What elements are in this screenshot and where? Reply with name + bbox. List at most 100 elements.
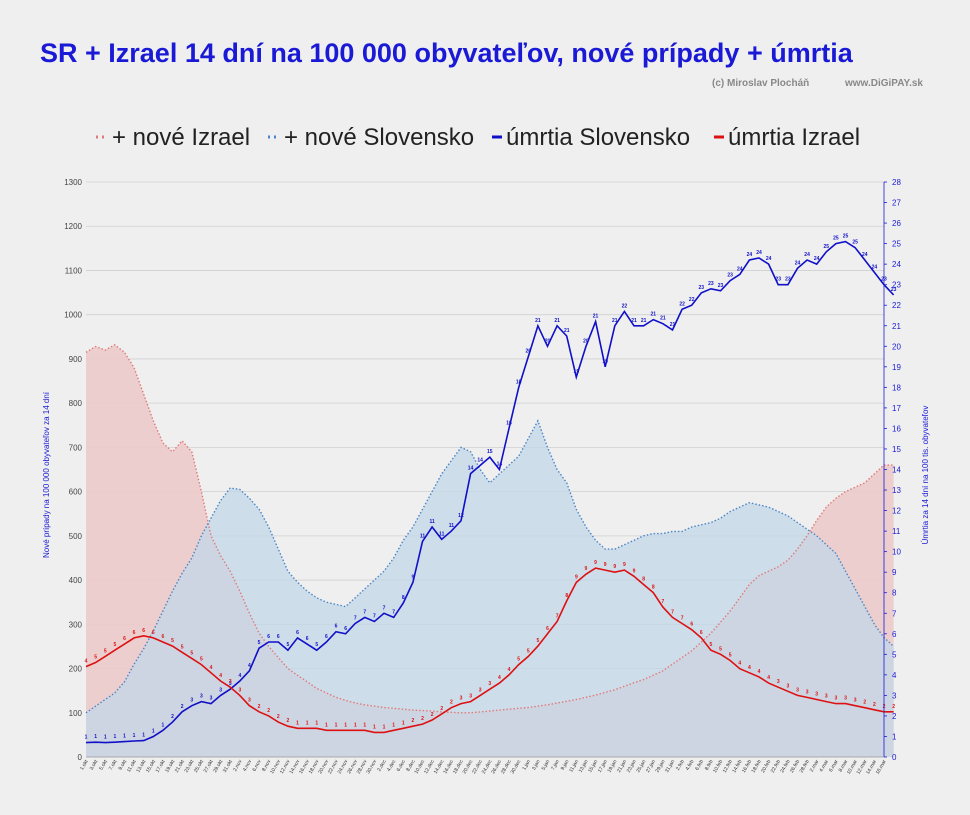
slovakia-deaths-point-label: 4 — [238, 673, 241, 679]
slovakia-deaths-point-label: 12 — [458, 513, 464, 519]
y-tick-label-right: 22 — [892, 301, 901, 310]
legend: + nové Izrael + nové Slovensko úmrtia Slov… — [96, 124, 860, 151]
slovakia-deaths-point-label: 23 — [785, 277, 791, 283]
israel-deaths-point-label: 5 — [719, 646, 722, 652]
slovakia-deaths-point-label: 11 — [420, 533, 426, 539]
y-tick-label-left: 0 — [78, 753, 83, 762]
slovakia-deaths-point-label: 14 — [497, 462, 503, 468]
slovakia-cases-area — [86, 420, 894, 757]
x-tick-label: 7.okt — [108, 758, 119, 771]
legend-label: + nové Izrael — [112, 124, 250, 151]
israel-deaths-point-label: 5 — [104, 648, 107, 654]
slovakia-deaths-point-label: 20 — [525, 349, 531, 355]
slovakia-deaths-point-label: 21 — [593, 314, 599, 320]
israel-deaths-point-label: 7 — [671, 609, 674, 615]
slovakia-deaths-point-label: 7 — [383, 605, 386, 611]
y-tick-label-right: 16 — [892, 424, 901, 433]
y-tick-label-right: 0 — [892, 753, 897, 762]
slovakia-deaths-point-label: 6 — [335, 624, 338, 630]
y-tick-label-right: 10 — [892, 548, 901, 557]
israel-deaths-point-label: 8 — [642, 577, 645, 583]
legend-label: úmrtia Izrael — [728, 124, 860, 151]
israel-deaths-point-label: 9 — [594, 560, 597, 566]
slovakia-deaths-point-label: 24 — [804, 252, 810, 258]
israel-deaths-point-label: 5 — [113, 642, 116, 648]
israel-deaths-point-label: 4 — [748, 665, 751, 671]
slovakia-deaths-point-label: 18 — [516, 379, 522, 385]
legend-label: úmrtia Slovensko — [506, 124, 690, 151]
israel-deaths-point-label: 5 — [729, 652, 732, 658]
slovakia-deaths-point-label: 23 — [891, 287, 897, 293]
israel-deaths-point-label: 1 — [383, 724, 386, 730]
slovakia-deaths-point-label: 24 — [795, 260, 801, 266]
x-tick-label: 8.mar — [838, 759, 850, 773]
israel-deaths-point-label: 3 — [786, 683, 789, 689]
y-tick-label-right: 21 — [892, 322, 901, 331]
slovakia-deaths-point-label: 24 — [814, 256, 820, 262]
israel-deaths-point-label: 3 — [460, 696, 463, 702]
y-tick-label-right: 24 — [892, 260, 901, 269]
israel-deaths-point-label: 4 — [508, 667, 511, 673]
israel-deaths-point-label: 5 — [536, 638, 539, 644]
x-tick-label: 30.nov — [365, 759, 378, 775]
israel-deaths-point-label: 1 — [354, 722, 357, 728]
slovakia-deaths-point-label: 21 — [554, 318, 560, 324]
slovakia-deaths-point-label: 11 — [429, 519, 435, 525]
israel-deaths-point-label: 9 — [604, 562, 607, 568]
x-tick-label: 8.dec — [405, 759, 417, 773]
slovakia-deaths-point-label: 6 — [344, 626, 347, 632]
y-tick-label-right: 23 — [892, 281, 901, 290]
x-tick-label: 8.feb — [704, 759, 715, 772]
israel-deaths-point-label: 5 — [517, 657, 520, 663]
y-tick-label-right: 25 — [892, 240, 901, 249]
israel-deaths-point-label: 3 — [229, 679, 232, 685]
slovakia-deaths-point-label: 24 — [756, 250, 762, 256]
israel-deaths-point-label: 6 — [546, 626, 549, 632]
y-tick-label-left: 600 — [69, 488, 83, 497]
x-tick-label: 6.feb — [694, 759, 705, 772]
israel-deaths-point-label: 4 — [758, 669, 761, 675]
israel-deaths-point-label: 3 — [806, 689, 809, 695]
israel-deaths-point-label: 5 — [200, 657, 203, 663]
israel-deaths-point-label: 1 — [344, 722, 347, 728]
slovakia-deaths-point-label: 24 — [747, 252, 753, 258]
israel-deaths-point-label: 3 — [238, 687, 241, 693]
israel-deaths-point-label: 1 — [325, 722, 328, 728]
israel-deaths-point-label: 4 — [210, 665, 213, 671]
x-tick-label: 4.nov — [242, 759, 254, 773]
israel-deaths-point-label: 6 — [142, 628, 145, 634]
slovakia-deaths-point-label: 1 — [152, 728, 155, 734]
israel-deaths-point-label: 1 — [306, 720, 309, 726]
slovakia-deaths-point-label: 1 — [123, 734, 126, 740]
y-tick-label-left: 400 — [69, 576, 83, 585]
y-tick-label-right: 15 — [892, 445, 901, 454]
author-credit: (c) Miroslav Plocháň — [712, 78, 810, 89]
israel-deaths-point-label: 1 — [296, 720, 299, 726]
x-tick-label: 31.okt — [222, 758, 234, 773]
y-tick-label-right: 6 — [892, 630, 897, 639]
slovakia-deaths-point-label: 11 — [449, 523, 455, 529]
slovakia-deaths-point-label: 14 — [477, 457, 483, 463]
slovakia-deaths-point-label: 3 — [190, 698, 193, 704]
y-tick-label-right: 5 — [892, 650, 897, 659]
x-tick-label: 8.nov — [261, 759, 273, 773]
x-tick-label: 2.feb — [675, 759, 686, 772]
y-tick-label-left: 300 — [69, 620, 83, 629]
x-tick-label: 2.dec — [376, 759, 388, 773]
slovakia-deaths-point-label: 7 — [363, 609, 366, 615]
israel-deaths-point-label: 7 — [556, 613, 559, 619]
x-tick-label: 7.jan — [550, 759, 561, 772]
x-tick-label: 4.dec — [386, 759, 398, 773]
slovakia-deaths-point-label: 21 — [650, 312, 656, 318]
slovakia-cases-line — [85, 419, 895, 714]
slovakia-deaths-point-label: 25 — [852, 240, 858, 246]
israel-deaths-point-label: 6 — [123, 636, 126, 642]
israel-deaths-point-label: 1 — [392, 722, 395, 728]
site-credit: www.DiGiPAY.sk — [845, 78, 923, 89]
slovakia-deaths-point-label: 19 — [602, 359, 608, 365]
area-layer — [86, 344, 894, 757]
israel-deaths-point-label: 2 — [258, 704, 261, 710]
slovakia-deaths-point-label: 24 — [766, 256, 772, 262]
x-tick-label: 9.okt — [118, 758, 129, 771]
x-tick-label: 5.okt — [98, 758, 109, 771]
